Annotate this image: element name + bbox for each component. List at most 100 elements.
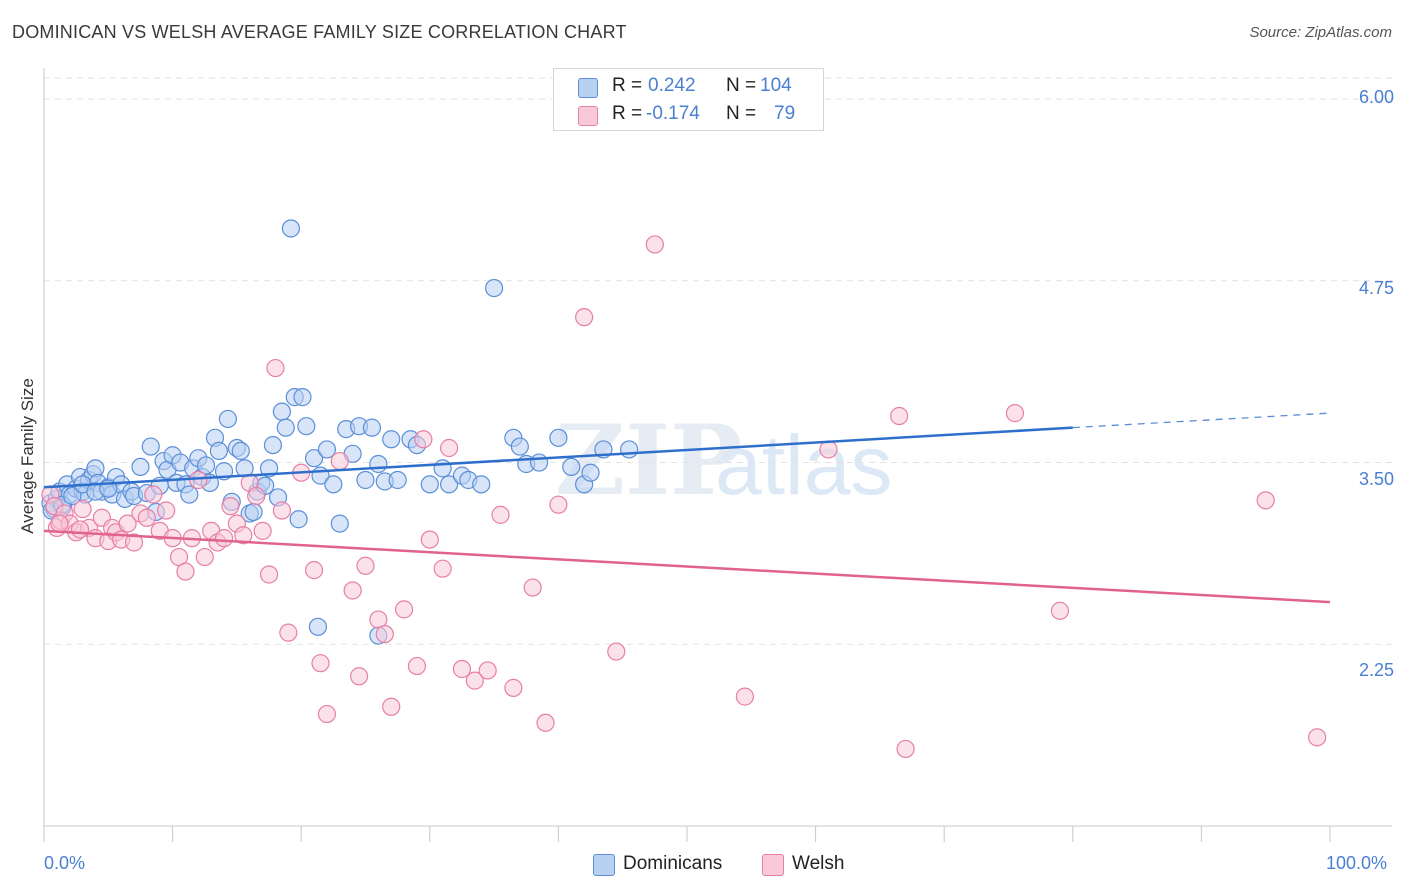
dominican-point: [530, 453, 549, 472]
welsh-point: [311, 654, 330, 673]
welsh-point: [491, 505, 510, 524]
dominican-point: [581, 463, 600, 482]
dominican-point: [382, 430, 401, 449]
welsh-point: [349, 667, 369, 686]
welsh-point: [189, 470, 208, 490]
welsh-point: [221, 497, 240, 516]
dominican-point: [549, 428, 568, 447]
welsh-point: [575, 308, 594, 327]
welsh-point: [735, 687, 754, 706]
welsh-point: [356, 556, 375, 575]
series-legend: Dominicans Welsh: [0, 852, 1406, 878]
welsh-point: [253, 521, 272, 540]
welsh-point: [50, 514, 69, 533]
welsh-point: [1005, 404, 1025, 423]
dominican-point: [63, 486, 82, 506]
welsh-point: [439, 438, 459, 458]
welsh-point: [433, 559, 452, 578]
legend-r-value: 0.242: [648, 75, 696, 96]
welsh-trend-line: [43, 529, 1331, 604]
chart-title: DOMINICAN VS WELSH AVERAGE FAMILY SIZE C…: [12, 22, 627, 42]
y-tick-label-6: 6.00: [1358, 87, 1394, 107]
dominican-point: [263, 435, 283, 455]
welsh-point: [144, 485, 163, 504]
welsh-point: [195, 547, 214, 567]
dominican-point: [330, 514, 349, 533]
dominican-point: [362, 418, 382, 437]
welsh-point: [73, 499, 92, 519]
legend-r-label: R =: [612, 75, 643, 96]
dominican-point: [485, 278, 504, 298]
welsh-point: [176, 562, 195, 581]
source-label: Source: ZipAtlas.com: [1249, 24, 1392, 41]
welsh-point: [1050, 601, 1070, 620]
dominican-point: [317, 440, 337, 459]
welsh-point: [420, 530, 439, 549]
dominican-point: [439, 475, 459, 494]
welsh-point: [1308, 728, 1327, 747]
dominican-point: [420, 475, 439, 494]
legend-swatch-pink: [578, 106, 598, 126]
welsh-point: [452, 659, 472, 679]
welsh-point: [382, 697, 401, 716]
welsh-point: [478, 661, 497, 680]
dominican-point: [259, 459, 279, 478]
dominican-point: [620, 440, 639, 459]
dominican-point: [297, 417, 316, 436]
dominican-point: [180, 485, 199, 504]
welsh-point: [394, 600, 414, 619]
welsh-point: [504, 678, 523, 697]
dominican-point: [276, 418, 295, 437]
dominican-point: [231, 441, 250, 461]
welsh-point: [266, 358, 285, 378]
welsh-point: [819, 440, 838, 459]
welsh-point: [70, 520, 90, 539]
dominican-point: [218, 409, 237, 429]
welsh-point: [890, 406, 909, 426]
dominican-point: [196, 456, 216, 475]
welsh-point: [523, 578, 542, 597]
dominican-point: [293, 388, 312, 407]
legend-r-value: -0.174: [646, 103, 700, 124]
welsh-point: [343, 581, 362, 600]
dominican-point: [472, 475, 491, 494]
y-tick-label-225: 2.25: [1358, 660, 1394, 680]
welsh-point: [279, 623, 298, 642]
legend-swatch-blue: [578, 78, 598, 98]
dominican-point: [433, 459, 452, 478]
legend-n-value: 79: [774, 103, 796, 124]
welsh-point: [214, 529, 234, 548]
y-tick-label-350: 3.50: [1358, 469, 1394, 489]
dominican-point: [272, 402, 292, 421]
welsh-point: [607, 642, 626, 661]
correlation-legend: R = 0.242 N = 104 R = -0.174 N = 79: [553, 68, 824, 131]
welsh-point: [124, 533, 144, 552]
welsh-point: [549, 495, 568, 514]
welsh-point: [407, 656, 427, 676]
dominican-point: [131, 457, 150, 476]
welsh-point: [317, 704, 337, 724]
y-axis-label: Average Family Size: [18, 378, 37, 534]
legend-label-dominicans: Dominicans: [623, 853, 723, 874]
dominican-point: [369, 454, 388, 474]
welsh-point: [330, 451, 349, 471]
welsh-point: [645, 235, 664, 254]
dominican-point: [356, 470, 375, 490]
welsh-point: [247, 486, 266, 506]
dominican-point: [324, 475, 343, 494]
welsh-point: [896, 739, 915, 759]
dominican-point: [304, 449, 324, 468]
dominican-trend-extension: [1072, 412, 1331, 429]
legend-n-label: N =: [726, 103, 757, 124]
welsh-point: [375, 624, 394, 644]
dominican-point: [308, 617, 328, 636]
welsh-point: [259, 565, 279, 584]
dominican-point: [562, 457, 581, 476]
x-tick-label-max: 100.0%: [1326, 853, 1388, 873]
welsh-point: [118, 514, 137, 533]
welsh-point: [1256, 491, 1275, 510]
welsh-point: [304, 561, 324, 580]
welsh-point: [465, 671, 484, 690]
welsh-point: [234, 526, 253, 545]
